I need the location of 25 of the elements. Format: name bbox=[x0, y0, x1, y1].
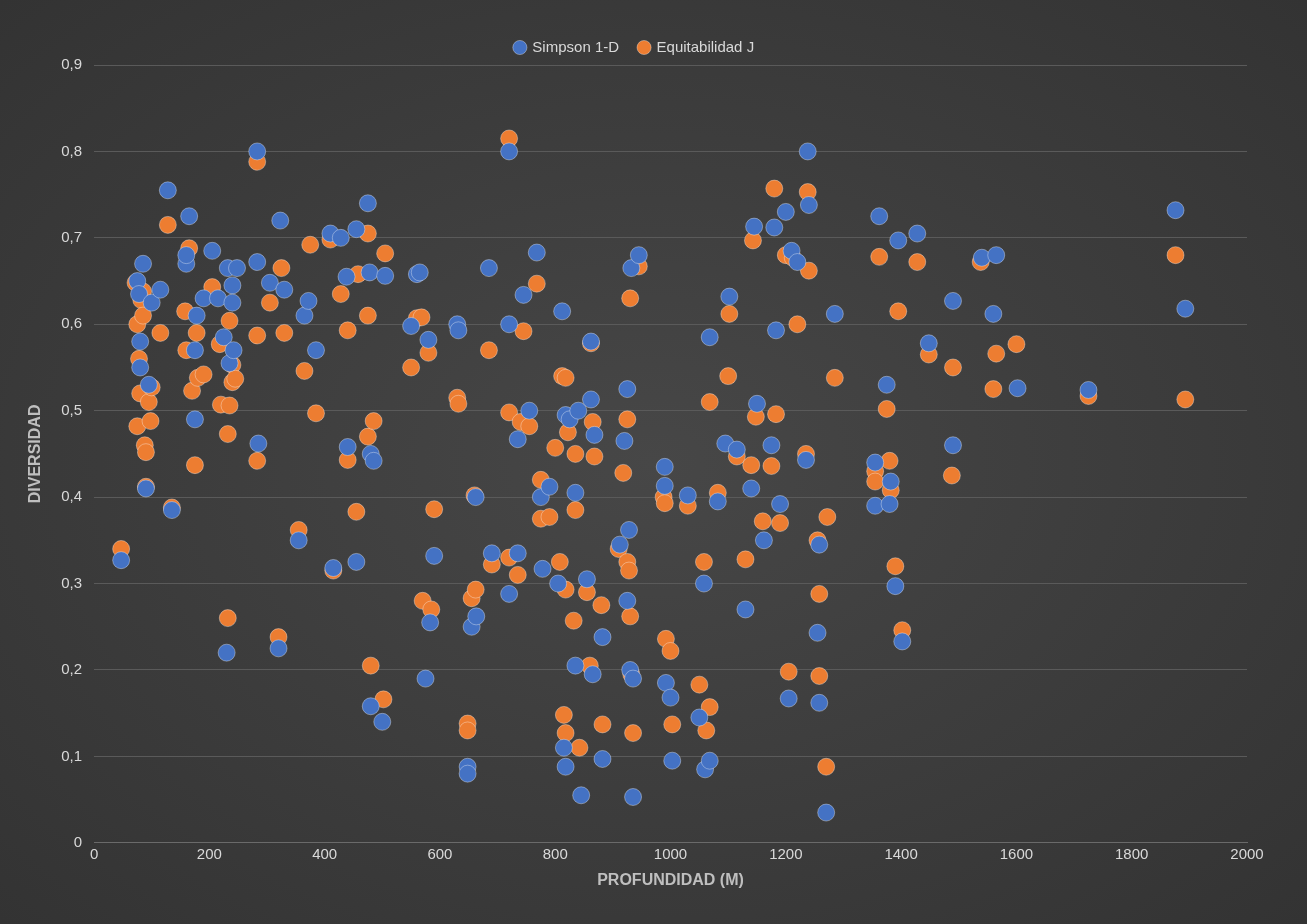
x-tick-label: 400 bbox=[312, 844, 338, 862]
x-tick-label: 1400 bbox=[884, 844, 918, 862]
y-tick-label: 0,6 bbox=[61, 314, 83, 332]
x-tick-label: 2000 bbox=[1230, 844, 1264, 862]
x-tick-label: 1200 bbox=[769, 844, 803, 862]
x-tick-label: 1000 bbox=[653, 844, 688, 862]
x-tick-label: 200 bbox=[196, 844, 222, 862]
y-tick-label: 0,4 bbox=[61, 487, 83, 505]
x-tick-label: 1600 bbox=[999, 844, 1034, 862]
y-tick-label: 0,7 bbox=[61, 227, 83, 245]
y-tick-label: 0 bbox=[73, 832, 83, 850]
legend-label: Equitabilidad J bbox=[656, 37, 755, 55]
y-tick-label: 0,3 bbox=[61, 573, 83, 591]
y-tick-label: 0,1 bbox=[61, 746, 83, 764]
y-tick-label: 0,2 bbox=[61, 660, 83, 678]
x-tick-label: 600 bbox=[427, 844, 453, 862]
y-tick-label: 0,5 bbox=[61, 400, 83, 418]
y-axis-title: DIVERSIDAD bbox=[26, 404, 44, 504]
legend-label: Simpson 1-D bbox=[532, 37, 620, 55]
y-tick-label: 0,9 bbox=[61, 55, 83, 73]
y-tick-label: 0,8 bbox=[61, 141, 83, 159]
x-axis-title: PROFUNDIDAD (M) bbox=[597, 870, 744, 888]
x-tick-label: 0 bbox=[89, 844, 99, 862]
x-tick-label: 800 bbox=[542, 844, 568, 862]
x-tick-label: 1800 bbox=[1115, 844, 1149, 862]
